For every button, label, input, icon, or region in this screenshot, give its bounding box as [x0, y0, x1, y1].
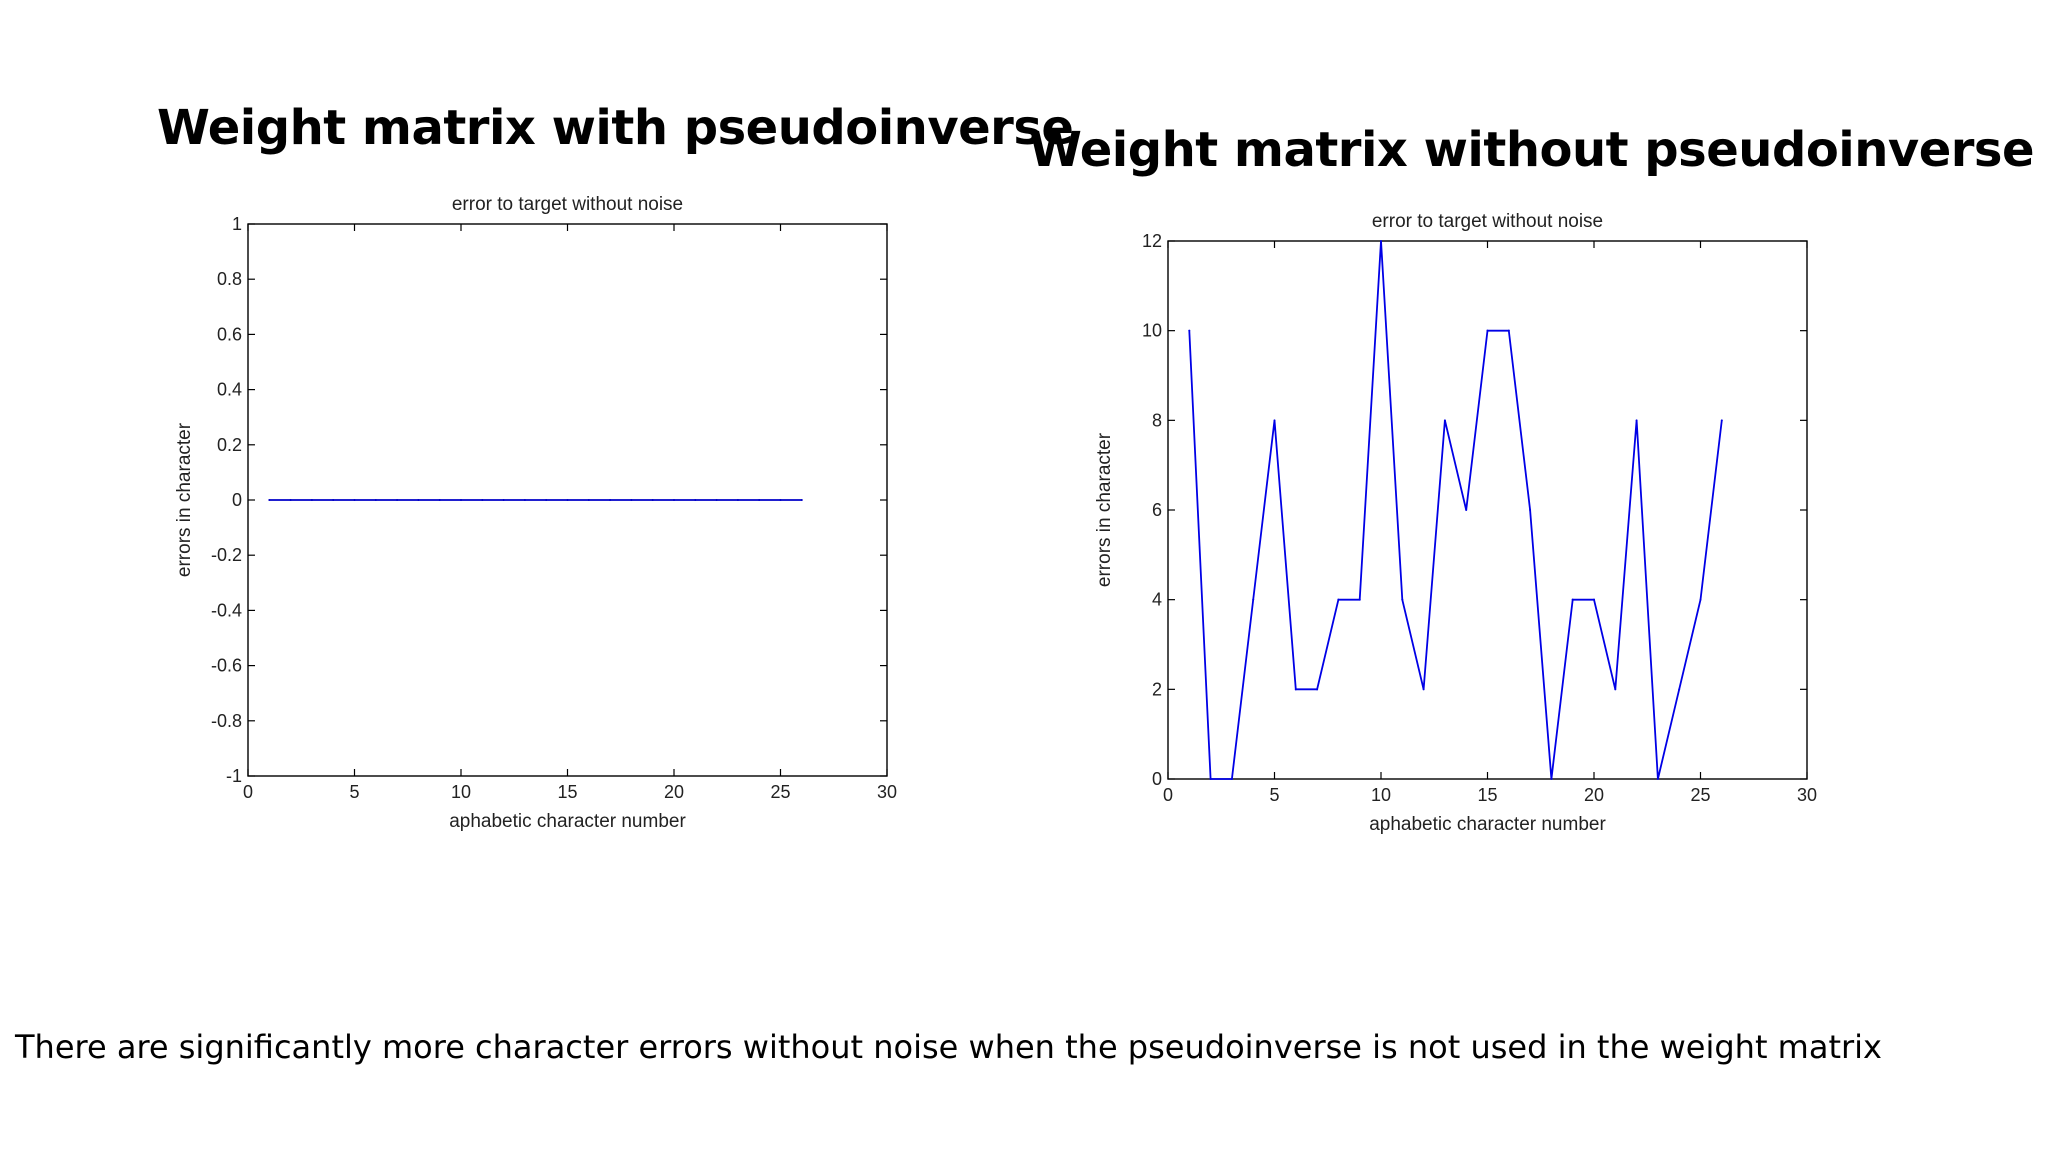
data-point — [523, 499, 526, 501]
data-point — [800, 499, 803, 501]
data-point — [1720, 419, 1723, 422]
data-point — [460, 499, 462, 501]
data-point — [1635, 419, 1638, 422]
data-point — [566, 499, 569, 501]
y-tick-label: 0 — [232, 490, 242, 510]
data-point — [1294, 688, 1297, 691]
y-tick-label: 8 — [1152, 410, 1162, 430]
x-tick-label: 10 — [451, 782, 471, 802]
x-tick-label: 30 — [877, 782, 897, 802]
data-point — [1529, 509, 1532, 511]
y-axis-label: errors in character — [174, 422, 195, 577]
x-tick-label: 20 — [1584, 785, 1604, 805]
data-point — [758, 499, 761, 501]
data-point — [1380, 240, 1382, 242]
data-point — [1656, 778, 1659, 780]
data-point — [609, 499, 612, 501]
x-tick-label: 5 — [1269, 785, 1279, 805]
y-tick-label: 0.2 — [217, 435, 242, 455]
data-point — [374, 499, 377, 501]
x-tick-label: 10 — [1371, 785, 1391, 805]
data-point — [1422, 688, 1425, 691]
x-tick-label: 0 — [1163, 785, 1173, 805]
data-point — [651, 499, 654, 501]
y-tick-label: 0 — [1152, 769, 1162, 789]
data-point — [1593, 598, 1595, 601]
data-point — [1273, 419, 1276, 422]
data-point — [353, 499, 356, 501]
y-tick-label: -0.8 — [211, 711, 242, 731]
data-point — [1188, 329, 1191, 332]
x-tick-label: 5 — [349, 782, 359, 802]
data-point — [481, 499, 484, 501]
data-point — [438, 499, 441, 501]
data-point — [310, 499, 313, 501]
series-line — [1188, 240, 1723, 780]
data-point — [1678, 688, 1681, 691]
data-point — [630, 499, 633, 501]
data-point — [673, 499, 675, 501]
data-point — [1252, 598, 1255, 601]
data-point — [1507, 329, 1510, 332]
x-tick-label: 15 — [1477, 785, 1497, 805]
slide-title-right: Weight matrix without pseudoinverse — [1029, 122, 2035, 178]
data-point — [587, 499, 590, 501]
x-tick-label: 25 — [1690, 785, 1710, 805]
data-point — [332, 499, 335, 501]
data-point — [1230, 778, 1233, 780]
slide-title-left: Weight matrix with pseudoinverse — [157, 100, 1074, 156]
slide-caption: There are significantly more character e… — [15, 1028, 1882, 1066]
y-tick-label: 1 — [232, 214, 242, 234]
x-tick-label: 15 — [557, 782, 577, 802]
x-tick-label: 30 — [1797, 785, 1817, 805]
data-point — [1614, 688, 1617, 691]
x-tick-label: 0 — [243, 782, 253, 802]
y-tick-label: 12 — [1142, 231, 1162, 251]
y-tick-label: 4 — [1152, 590, 1162, 610]
data-point — [289, 499, 292, 501]
data-point — [417, 499, 420, 501]
data-point — [736, 499, 739, 501]
data-point — [1337, 598, 1340, 601]
y-tick-label: 6 — [1152, 500, 1162, 520]
x-tick-label: 20 — [664, 782, 684, 802]
chart-title: error to target without noise — [452, 194, 683, 215]
y-tick-label: 10 — [1142, 321, 1162, 341]
data-point — [268, 499, 271, 501]
data-point — [715, 499, 718, 501]
y-tick-label: -0.2 — [211, 545, 242, 565]
y-axis-label: errors in character — [1094, 432, 1115, 587]
data-point — [1486, 329, 1489, 332]
x-axis-label: aphabetic character number — [449, 811, 686, 832]
data-point — [502, 499, 505, 501]
data-point — [1316, 688, 1319, 691]
data-point — [1358, 598, 1361, 601]
data-point — [1571, 598, 1574, 601]
y-tick-label: 2 — [1152, 679, 1162, 699]
data-point — [1443, 419, 1446, 422]
data-point — [1699, 598, 1702, 601]
x-tick-label: 25 — [770, 782, 790, 802]
data-point — [545, 499, 548, 501]
y-tick-label: -0.6 — [211, 656, 242, 676]
data-point — [1209, 778, 1212, 780]
y-tick-label: 0.4 — [217, 380, 242, 400]
data-point — [694, 499, 697, 501]
data-point — [1401, 598, 1404, 601]
x-axis-label: aphabetic character number — [1369, 814, 1606, 835]
data-point — [779, 499, 782, 501]
y-tick-label: 0.8 — [217, 269, 242, 289]
y-tick-label: -0.4 — [211, 600, 242, 620]
data-point — [1550, 778, 1553, 780]
chart-title: error to target without noise — [1372, 211, 1603, 232]
data-point — [396, 499, 399, 501]
y-tick-label: -1 — [226, 766, 242, 786]
y-tick-label: 0.6 — [217, 324, 242, 344]
data-point — [1465, 509, 1468, 511]
